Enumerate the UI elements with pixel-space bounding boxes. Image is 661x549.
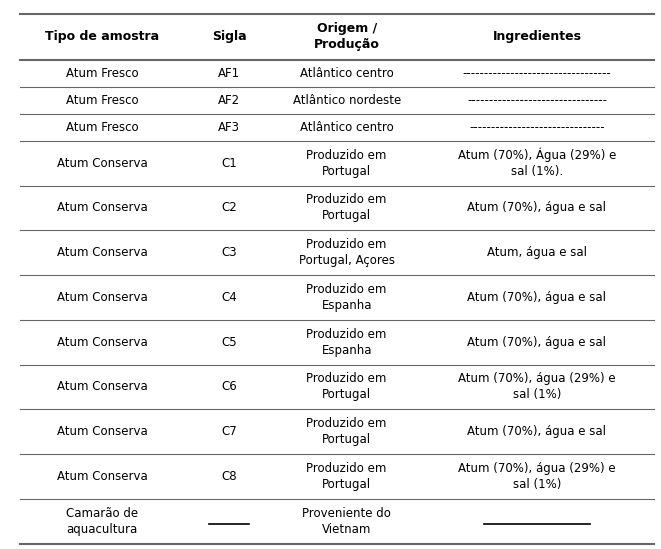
Text: Atum Fresco: Atum Fresco xyxy=(66,94,139,107)
Text: Produzido em
Portugal: Produzido em Portugal xyxy=(307,149,387,178)
Text: Produzido em
Portugal: Produzido em Portugal xyxy=(307,372,387,401)
Text: Atum (70%), água e sal: Atum (70%), água e sal xyxy=(467,291,607,304)
Text: Atum (70%), água e sal: Atum (70%), água e sal xyxy=(467,201,607,215)
Text: Atum Conserva: Atum Conserva xyxy=(57,380,147,394)
Text: Ingredientes: Ingredientes xyxy=(492,31,582,43)
Text: Atum (70%), água e sal: Atum (70%), água e sal xyxy=(467,335,607,349)
Text: Atum (70%), água (29%) e
sal (1%): Atum (70%), água (29%) e sal (1%) xyxy=(458,372,616,401)
Text: C5: C5 xyxy=(221,335,237,349)
Text: Sigla: Sigla xyxy=(212,31,247,43)
Text: Tipo de amostra: Tipo de amostra xyxy=(45,31,159,43)
Text: Atum (70%), Água (29%) e
sal (1%).: Atum (70%), Água (29%) e sal (1%). xyxy=(458,148,616,178)
Text: Atum (70%), água e sal: Atum (70%), água e sal xyxy=(467,425,607,438)
Text: ----------------------------------: ---------------------------------- xyxy=(463,67,611,80)
Text: C7: C7 xyxy=(221,425,237,438)
Text: C3: C3 xyxy=(221,246,237,259)
Text: Atum Fresco: Atum Fresco xyxy=(66,121,139,134)
Text: -------------------------------: ------------------------------- xyxy=(469,121,605,134)
Text: Proveniente do
Vietnam: Proveniente do Vietnam xyxy=(302,507,391,536)
Text: --------------------------------: -------------------------------- xyxy=(467,94,607,107)
Text: Atlântico nordeste: Atlântico nordeste xyxy=(293,94,401,107)
Text: C4: C4 xyxy=(221,291,237,304)
Text: Atum Conserva: Atum Conserva xyxy=(57,246,147,259)
Text: C2: C2 xyxy=(221,201,237,215)
Text: Atum Conserva: Atum Conserva xyxy=(57,201,147,215)
Text: C8: C8 xyxy=(221,470,237,483)
Text: C6: C6 xyxy=(221,380,237,394)
Text: Produzido em
Portugal: Produzido em Portugal xyxy=(307,462,387,491)
Text: Atum Conserva: Atum Conserva xyxy=(57,470,147,483)
Text: Atum Conserva: Atum Conserva xyxy=(57,156,147,170)
Text: Atum Conserva: Atum Conserva xyxy=(57,291,147,304)
Text: Atum, água e sal: Atum, água e sal xyxy=(487,246,587,259)
Text: Camarão de
aquacultura: Camarão de aquacultura xyxy=(66,507,138,536)
Text: Atum Conserva: Atum Conserva xyxy=(57,425,147,438)
Text: AF3: AF3 xyxy=(218,121,240,134)
Text: Atum Fresco: Atum Fresco xyxy=(66,67,139,80)
Text: Origem /
Produção: Origem / Produção xyxy=(314,23,379,52)
Text: Atlântico centro: Atlântico centro xyxy=(299,121,393,134)
Text: Atum (70%), água (29%) e
sal (1%): Atum (70%), água (29%) e sal (1%) xyxy=(458,462,616,491)
Text: Produzido em
Espanha: Produzido em Espanha xyxy=(307,283,387,312)
Text: Atlântico centro: Atlântico centro xyxy=(299,67,393,80)
Text: Atum Conserva: Atum Conserva xyxy=(57,335,147,349)
Text: Produzido em
Portugal, Açores: Produzido em Portugal, Açores xyxy=(299,238,395,267)
Text: Produzido em
Portugal: Produzido em Portugal xyxy=(307,417,387,446)
Text: AF2: AF2 xyxy=(218,94,241,107)
Text: AF1: AF1 xyxy=(218,67,241,80)
Text: C1: C1 xyxy=(221,156,237,170)
Text: Produzido em
Portugal: Produzido em Portugal xyxy=(307,193,387,222)
Text: Produzido em
Espanha: Produzido em Espanha xyxy=(307,328,387,357)
